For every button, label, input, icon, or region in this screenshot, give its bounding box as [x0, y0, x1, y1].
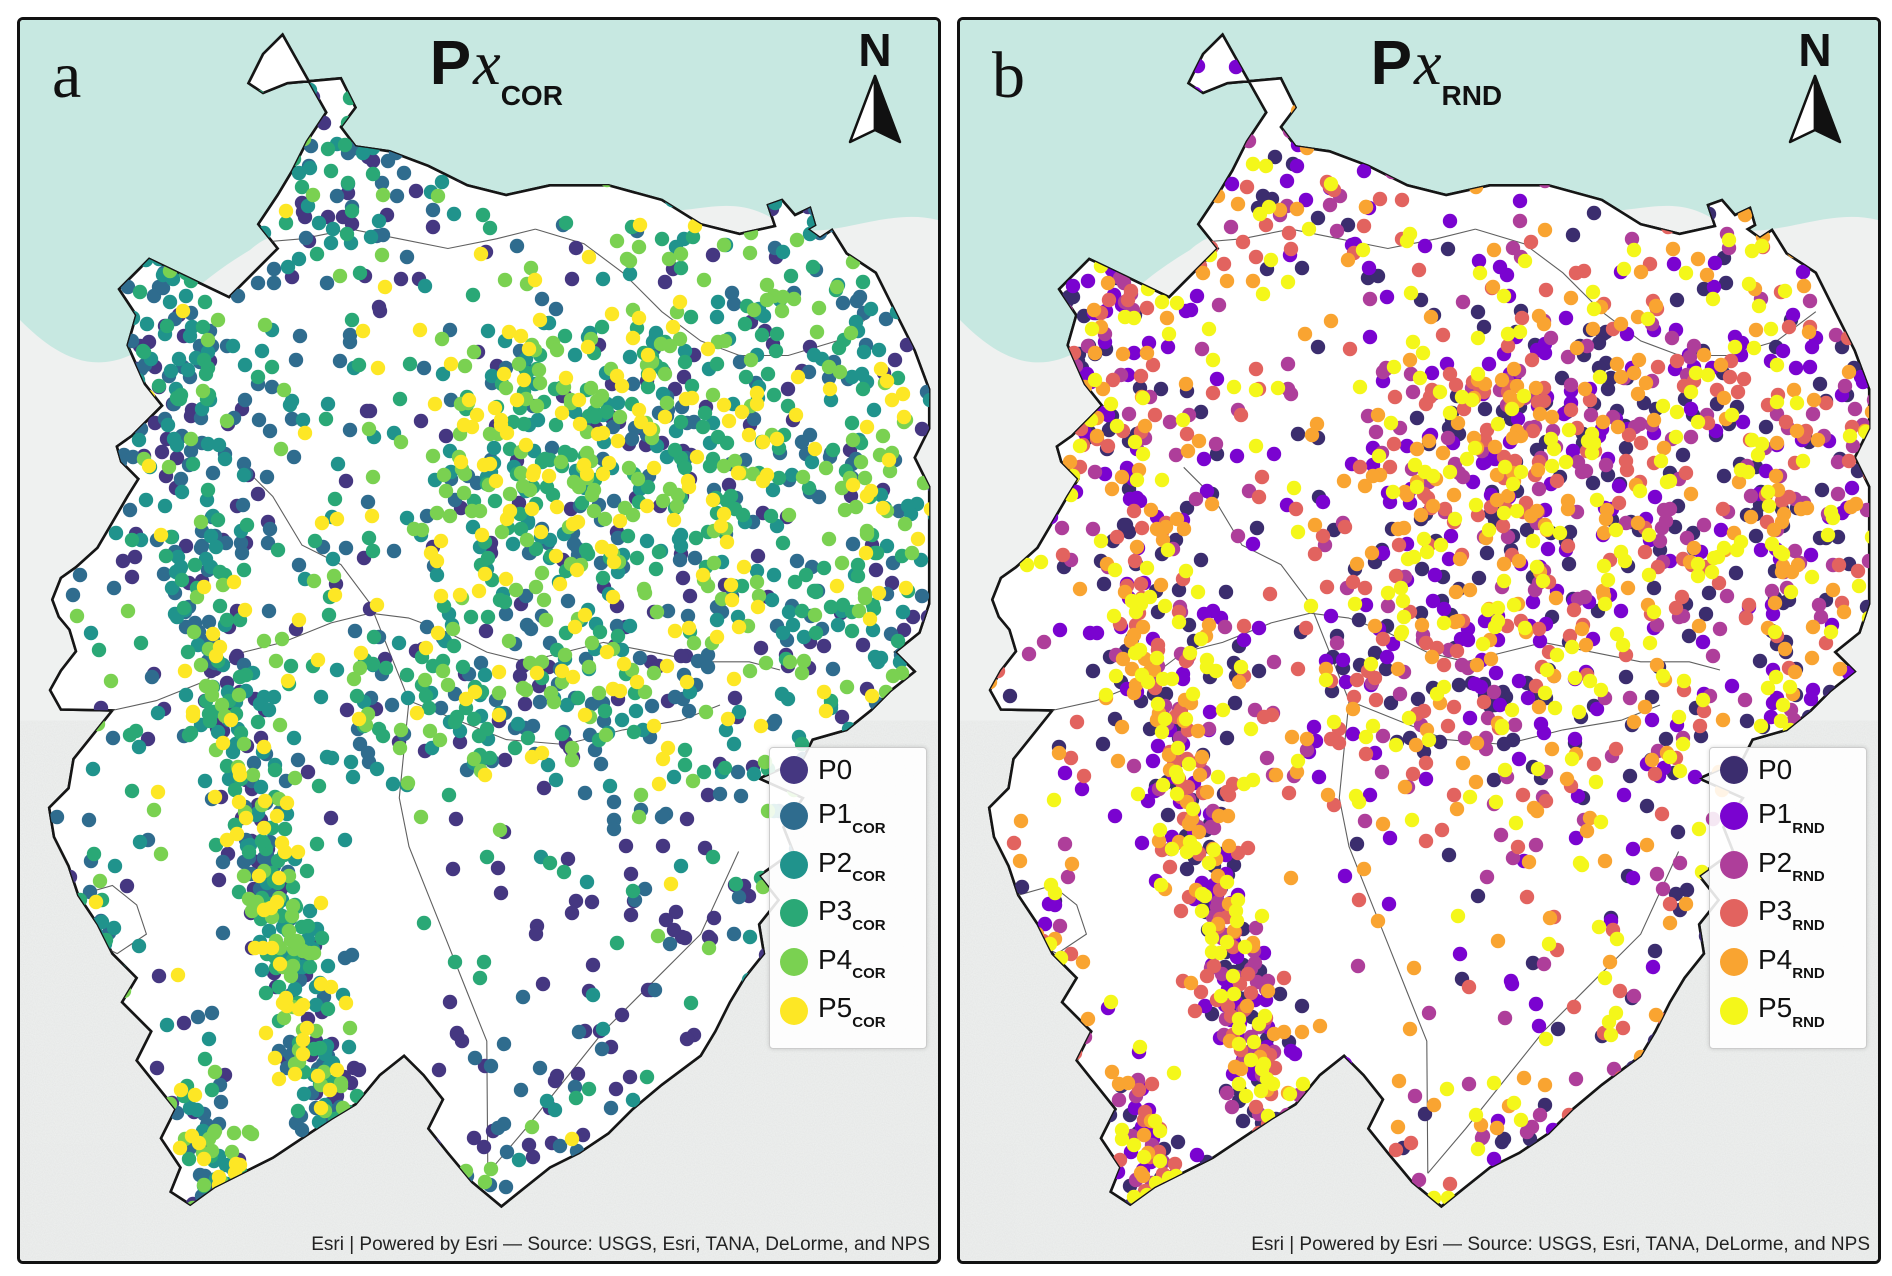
svg-text:N: N [858, 30, 891, 76]
